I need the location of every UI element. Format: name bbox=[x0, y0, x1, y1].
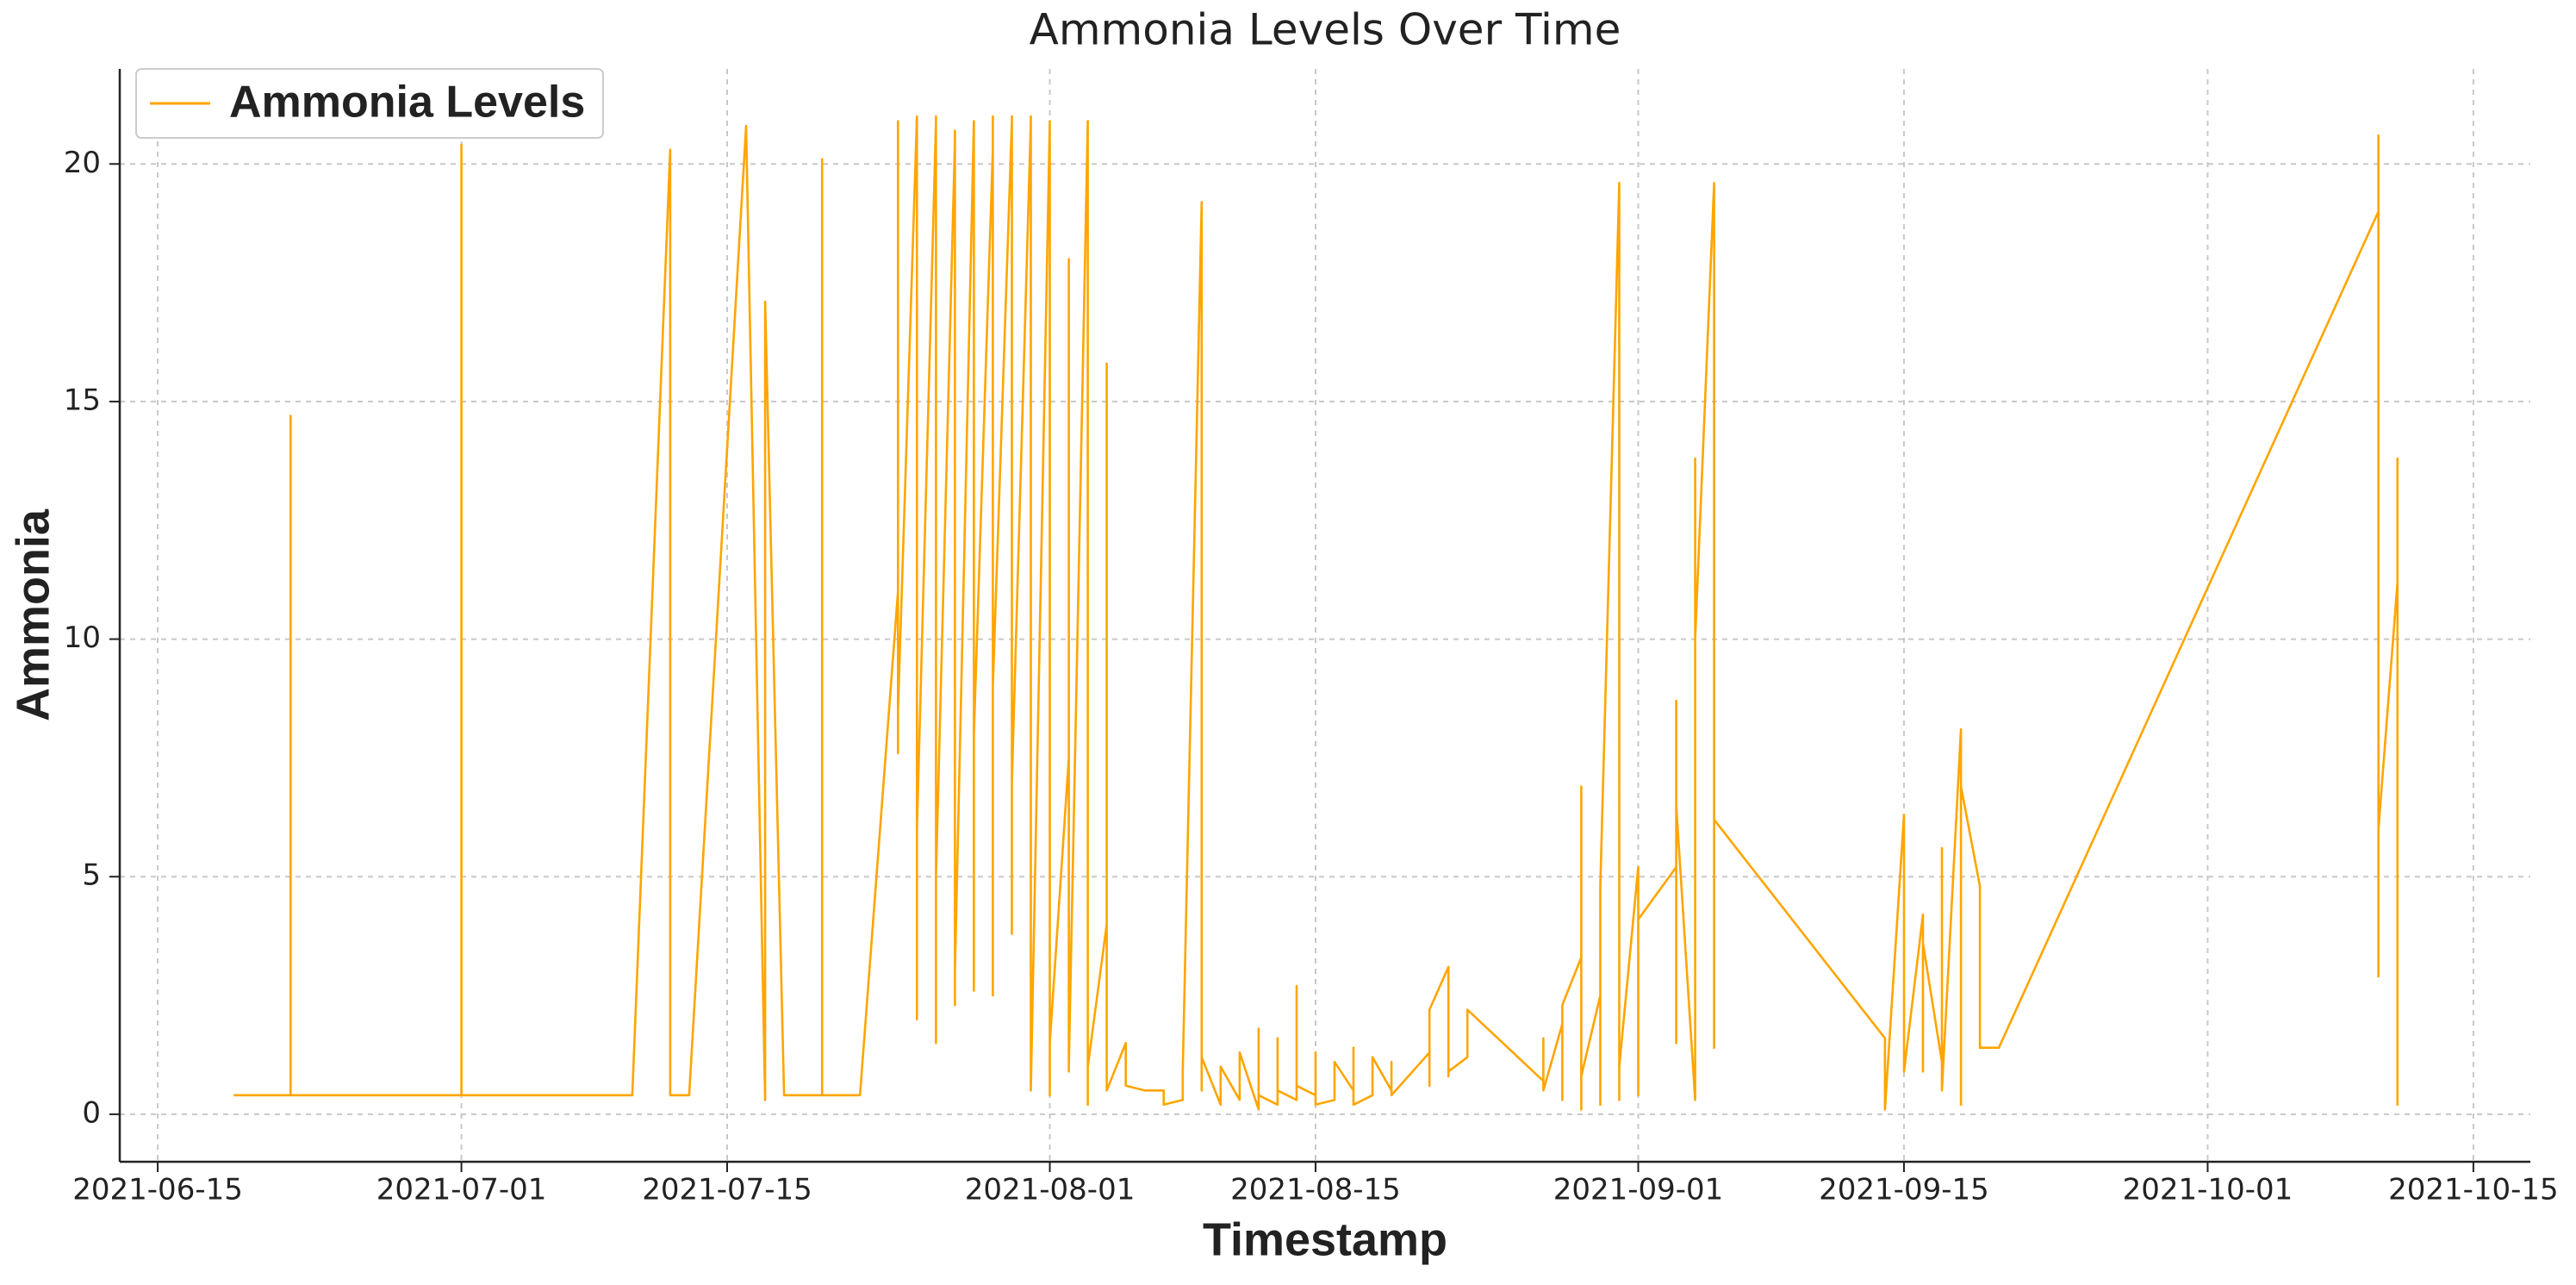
x-tick-label: 2021-10-15 bbox=[2388, 1173, 2559, 1207]
x-tick-label: 2021-08-15 bbox=[1230, 1173, 1401, 1207]
legend: Ammonia Levels bbox=[135, 68, 604, 139]
x-tick-label: 2021-06-15 bbox=[72, 1173, 243, 1207]
y-tick-label: 10 bbox=[64, 621, 101, 655]
data-line bbox=[233, 115, 2399, 1111]
y-axis-label: Ammonia bbox=[7, 508, 59, 721]
legend-label: Ammonia Levels bbox=[229, 78, 585, 128]
x-tick-label: 2021-08-01 bbox=[965, 1173, 1136, 1207]
y-tick-label: 0 bbox=[82, 1095, 101, 1130]
x-tick-label: 2021-07-01 bbox=[376, 1173, 547, 1207]
y-tick-label: 15 bbox=[64, 383, 101, 417]
y-tick-label: 5 bbox=[82, 858, 101, 893]
legend-box bbox=[135, 68, 604, 139]
x-axis-label: Timestamp bbox=[1203, 1213, 1447, 1265]
y-tick-label: 20 bbox=[64, 146, 101, 180]
x-tick-label: 2021-09-15 bbox=[1819, 1173, 1989, 1207]
chart-title: Ammonia Levels Over Time bbox=[1030, 5, 1621, 55]
x-tick-label: 2021-10-01 bbox=[2123, 1173, 2293, 1207]
x-tick-label: 2021-09-01 bbox=[1553, 1173, 1724, 1207]
x-tick-label: 2021-07-15 bbox=[642, 1173, 812, 1207]
